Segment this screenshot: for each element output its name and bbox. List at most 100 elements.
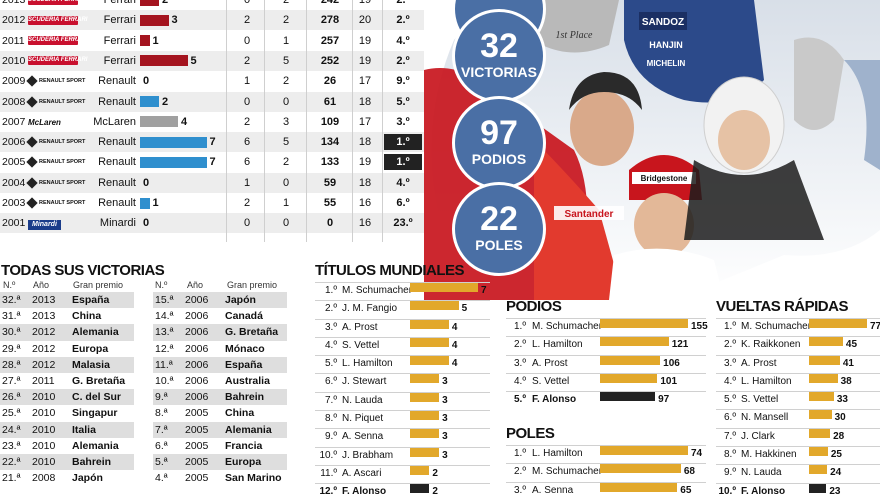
season-col-a: 2: [243, 115, 251, 128]
trophy-icon: [534, 0, 619, 53]
podios-title: PODIOS: [506, 298, 562, 315]
ranking-name: L. Hamilton: [532, 339, 583, 351]
wins-bar: [140, 156, 207, 168]
victory-number: 12.ª: [155, 342, 174, 355]
season-row: 2013SCUDERIA FERRARI Ferrari 2 0 2 242 19 2.º: [0, 0, 424, 10]
wins-value: 0: [143, 217, 150, 230]
season-col-b: 2: [282, 156, 290, 169]
season-col-a: 2: [243, 14, 251, 27]
stat-poles-number: 22: [480, 200, 518, 238]
ranking-divider: [315, 300, 490, 302]
season-col-b: 2: [282, 0, 290, 6]
season-col-b: 5: [282, 136, 290, 149]
victory-row: 21.ª 2008 Japón: [0, 470, 134, 487]
season-points: 26: [323, 75, 337, 88]
ranking-row: 2.º L. Hamilton 121: [506, 336, 706, 354]
victory-year: 2006: [185, 326, 209, 339]
renault-diamond-icon: [26, 156, 38, 169]
ranking-divider: [506, 318, 706, 319]
ranking-bar: [410, 355, 449, 366]
team-logo: RENAULT SPORT: [26, 193, 86, 213]
season-year: 2007: [2, 115, 26, 128]
victory-row: 11.ª 2006 España: [153, 356, 287, 373]
ranking-value: 3: [442, 431, 448, 443]
victory-number: 14.ª: [155, 310, 174, 323]
victory-number: 13.ª: [155, 326, 174, 339]
ranking-row: 11.º A. Ascari 2: [315, 464, 490, 483]
stat-podios: 97 PODIOS: [452, 96, 546, 190]
ranking-position: 3.º: [325, 321, 337, 333]
renault-diamond-icon: [26, 75, 38, 87]
sponsor-hanjin: HANJIN: [649, 40, 683, 50]
renault-logo-text: RENAULT SPORT: [39, 139, 86, 146]
victory-gp: Mónaco: [225, 342, 265, 355]
ranking-name: J. M. Fangio: [342, 303, 398, 315]
ranking-value: 30: [834, 412, 846, 424]
victory-number: 27.ª: [2, 374, 21, 387]
victory-number: 30.ª: [2, 326, 21, 339]
wins-value: 4: [181, 115, 188, 128]
ranking-position: 4.º: [724, 375, 736, 387]
season-points: 133: [320, 156, 340, 169]
wins-bar: [140, 96, 159, 108]
victory-year: 2013: [32, 310, 56, 323]
ranking-name: J. Stewart: [342, 376, 387, 388]
season-row: 2010 SCUDERIA FERRARI Ferrari 5 2 5 252 19 2.º: [0, 50, 424, 71]
victories-header-year-2: Año: [187, 280, 204, 290]
wins-bar-cell: 5: [140, 51, 252, 71]
victory-number: 32.ª: [2, 294, 21, 306]
ranking-bar: [809, 318, 867, 328]
ranking-bar: [410, 336, 449, 347]
ranking-row: 4.º L. Hamilton 38: [716, 372, 880, 391]
victory-number: 29.ª: [2, 342, 21, 355]
ranking-position: 1.º: [325, 285, 337, 296]
season-position: 2.º: [396, 54, 410, 67]
ranking-position: 4.º: [325, 339, 337, 351]
wins-bar: [140, 0, 159, 6]
ranking-name: A. Prost: [741, 357, 777, 369]
ranking-name: S. Vettel: [342, 339, 380, 351]
season-races: 16: [358, 217, 372, 230]
victory-number: 31.ª: [2, 310, 21, 323]
ranking-row: 4.º S. Vettel 4: [315, 336, 490, 355]
ranking-position: 8.º: [325, 413, 337, 425]
ranking-position: 2.º: [514, 466, 526, 478]
stat-victorias-label: VICTORIAS: [461, 64, 537, 80]
victory-row: 28.ª 2012 Malasia: [0, 356, 134, 373]
season-position: 1.º: [384, 154, 422, 171]
ranking-divider: [315, 464, 490, 466]
season-year: 2011: [2, 34, 25, 47]
renault-diamond-icon: [26, 197, 38, 209]
ranking-value: 3: [442, 413, 448, 425]
ranking-bar: [410, 373, 440, 384]
season-points: 61: [323, 95, 337, 108]
ranking-divider: [716, 427, 880, 429]
ranking-bar: [809, 427, 831, 438]
victory-year: 2010: [32, 391, 56, 404]
ranking-divider: [506, 463, 706, 465]
season-row: 2008 RENAULT SPORT Renault 2 0 0 61 18 5.º: [0, 91, 424, 112]
victory-number: 28.ª: [2, 358, 21, 371]
victory-number: 5.ª: [155, 455, 168, 468]
ranking-bar: [410, 483, 430, 494]
ranking-row: 3.º A. Prost 41: [716, 354, 880, 373]
renault-logo-icon: RENAULT SPORT: [26, 92, 85, 112]
ranking-row: 3.º A. Prost 4: [315, 318, 490, 337]
ranking-name: A. Prost: [532, 357, 568, 369]
ranking-name: N. Mansell: [741, 412, 789, 424]
ranking-position: 4.º: [514, 375, 526, 387]
renault-logo-text: RENAULT SPORT: [39, 159, 86, 166]
ranking-value: 97: [658, 394, 670, 406]
ranking-value: 28: [833, 430, 845, 442]
ranking-name: M. Schumacher: [532, 466, 603, 478]
poles-list: 1.º L. Hamilton 74 2.º M. Schumacher 68 3.º A. …: [506, 445, 706, 495]
ranking-row: 7.º N. Lauda 3: [315, 391, 490, 410]
ranking-position: 7.º: [724, 430, 736, 442]
victory-gp: Francia: [225, 439, 263, 452]
ranking-bar: [809, 482, 827, 493]
column-divider: [382, 0, 383, 242]
ranking-name: S. Vettel: [532, 375, 570, 387]
season-row: 2005 RENAULT SPORT Renault 7 6 2 133 19 1.º: [0, 152, 424, 173]
ranking-divider: [315, 428, 490, 430]
victory-number: 23.ª: [2, 439, 21, 452]
